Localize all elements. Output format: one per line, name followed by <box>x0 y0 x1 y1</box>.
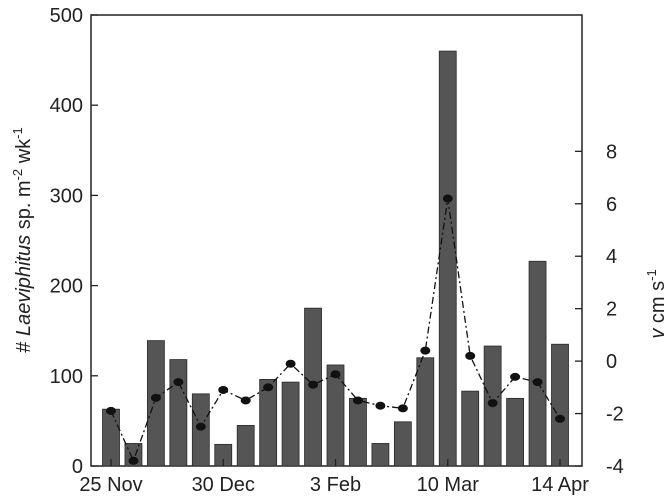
velocity-point <box>106 406 116 415</box>
left-axis-tick-label: 400 <box>50 95 83 117</box>
left-axis-tick-label: 500 <box>50 5 83 27</box>
bar-series <box>102 50 569 467</box>
right-axis-title-sup: -1 <box>644 269 659 281</box>
bar <box>461 390 480 467</box>
bar <box>349 397 367 467</box>
velocity-point <box>420 346 431 355</box>
bar <box>259 379 278 467</box>
velocity-point <box>487 399 498 408</box>
velocity-point <box>555 414 565 423</box>
left-axis-title: # Laeviphitus sp. m-2 wk-1 <box>10 127 35 352</box>
velocity-point <box>218 385 229 394</box>
left-axis-tick-label: 100 <box>50 366 83 388</box>
velocity-point <box>150 393 161 402</box>
x-axis-tick-label: 3 Feb <box>310 474 361 496</box>
bar <box>393 421 412 467</box>
velocity-point <box>330 370 341 379</box>
velocity-point <box>263 383 274 392</box>
right-axis-title: v cm s-1 <box>644 269 669 338</box>
velocity-point <box>195 422 206 431</box>
plot-area <box>90 14 583 467</box>
x-axis-tick-label: 10 Mar <box>417 474 480 496</box>
bar <box>326 364 345 467</box>
x-axis-tick-label: 14 Apr <box>531 474 589 496</box>
right-axis-tick-label: 8 <box>606 141 617 163</box>
velocity-series <box>106 194 565 465</box>
bar <box>528 260 547 467</box>
right-axis: -4 -2 0 2 4 6 8 <box>575 141 624 478</box>
velocity-point <box>308 380 319 389</box>
x-axis-tick-label: 30 Dec <box>192 474 255 496</box>
bar <box>102 408 120 467</box>
right-axis-tick-label: -4 <box>606 456 624 478</box>
velocity-point <box>285 359 296 368</box>
velocity-point <box>128 456 139 465</box>
left-axis-title-sup1: -2 <box>10 169 25 181</box>
velocity-point <box>375 401 386 410</box>
right-axis-tick-label: -2 <box>606 404 624 426</box>
right-axis-tick-label: 0 <box>606 351 617 373</box>
bar <box>371 443 390 467</box>
bar <box>416 357 435 467</box>
bar <box>169 359 188 467</box>
velocity-point <box>352 396 363 405</box>
velocity-point <box>173 378 184 387</box>
bar <box>281 381 300 467</box>
x-axis-tick-label: 25 Nov <box>79 474 142 496</box>
right-axis-tick-label: 2 <box>606 299 617 321</box>
left-axis-tick-label: 0 <box>72 456 83 478</box>
velocity-point <box>510 372 521 381</box>
left-axis-tick-label: 200 <box>50 276 83 298</box>
right-axis-title-mid: cm s <box>647 281 669 329</box>
left-axis-title-suffix: sp. m <box>13 180 35 234</box>
bar <box>236 425 255 467</box>
bar <box>438 50 457 467</box>
velocity-point <box>442 194 453 203</box>
bar <box>551 343 569 467</box>
velocity-point <box>465 351 476 360</box>
bar <box>506 397 525 467</box>
right-axis-tick-label: 6 <box>606 194 617 216</box>
left-axis-title-sup2: -1 <box>10 127 25 139</box>
left-axis-title-mid: wk <box>13 138 35 169</box>
left-axis: 0 100 200 300 400 500 <box>50 5 98 478</box>
velocity-point <box>240 396 251 405</box>
left-axis-title-prefix: # <box>13 336 35 353</box>
right-axis-tick-label: 4 <box>606 246 617 268</box>
velocity-point <box>397 404 408 413</box>
x-axis: 25 Nov 30 Dec 3 Feb 10 Mar 14 Apr <box>79 459 589 496</box>
bar <box>146 340 165 467</box>
left-axis-title-italic: Laeviphitus <box>13 235 35 336</box>
right-axis-title-italic: v <box>647 328 669 339</box>
velocity-point <box>532 378 543 387</box>
left-axis-tick-label: 300 <box>50 185 83 207</box>
